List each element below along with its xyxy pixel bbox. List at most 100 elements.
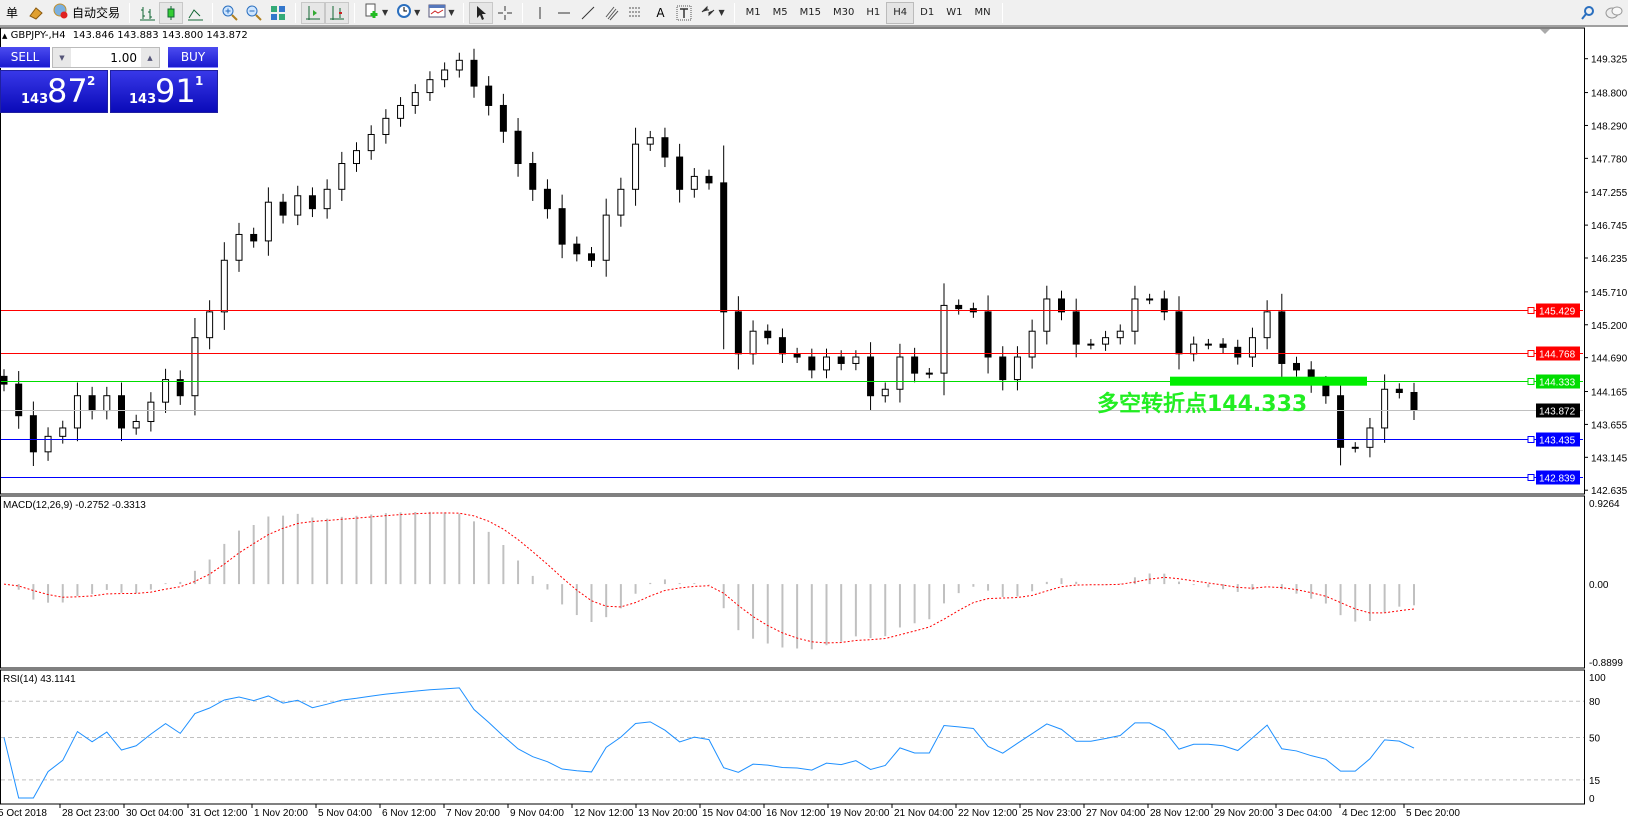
search-icon[interactable] [1576,2,1600,24]
time-tick-label: 19 Nov 20:00 [830,808,890,819]
period-d1[interactable]: D1 [920,7,935,18]
line-chart-icon[interactable] [183,2,207,24]
bull-candle [44,435,52,453]
zoom-out-icon[interactable] [242,2,266,24]
auto-scroll-icon[interactable] [301,1,326,24]
line-handle-icon[interactable] [1527,436,1535,443]
bull-candle [925,372,933,375]
candlestick-icon[interactable] [159,1,184,24]
bear-candle [529,163,537,190]
bear-candle [1293,362,1300,371]
fibo-retracement-icon[interactable] [624,2,648,24]
price-line-label: 144.333 [1539,378,1576,389]
bear-candle [793,353,801,358]
bull-candle [1248,337,1256,358]
tile-windows-icon[interactable] [266,2,290,24]
price-line-label: 145.429 [1539,307,1576,318]
gold-bars-icon[interactable] [24,2,48,24]
buy-button[interactable]: BUY [168,47,218,68]
period-h1[interactable]: H1 [866,7,881,18]
bear-candle [29,415,37,453]
lot-size-stepper[interactable]: ▼ 1.00 ▲ [52,47,160,68]
bull-candle [852,356,860,364]
period-m1[interactable]: M1 [745,7,761,18]
bull-candle [411,92,419,106]
bear-candle [720,182,728,313]
line-handle-icon[interactable] [1527,307,1535,314]
toolbar: 单 自动交易 ▼ ▼ ▼ A ▼ M1 M5 M15 M30 H1 H4 D1 W1 MN [0,0,1628,27]
bull-candle [646,137,654,145]
auto-trading-button[interactable]: 自动交易 [48,2,124,24]
time-tick-label: 25 Nov 23:00 [1022,808,1082,819]
auto-trading-icon [52,3,70,23]
period-m5[interactable]: M5 [772,7,788,18]
bear-candle [984,311,992,358]
bull-candle [1043,298,1051,332]
lot-size-input[interactable]: 1.00 [110,50,137,65]
horizontal-line-icon[interactable] [552,2,576,24]
price-tick-label: 147.780 [1591,154,1628,165]
period-w1[interactable]: W1 [946,7,963,18]
separator [1001,2,1003,23]
chart-shift-marker-icon[interactable] [1540,29,1550,34]
lot-increase-icon[interactable]: ▲ [141,48,159,67]
new-indicator-icon [364,3,380,23]
sell-button[interactable]: SELL [0,47,50,68]
bull-candle [823,356,830,371]
price-tick-label: 148.800 [1591,89,1628,100]
main-price-panel [0,27,1585,495]
period-m15[interactable]: M15 [799,7,821,18]
period-m30[interactable]: M30 [833,7,855,18]
time-tick-label: 1 Nov 20:00 [254,808,308,819]
bull-candle [1131,298,1139,332]
new-indicator-button[interactable]: ▼ [360,2,392,24]
price-tick-label: 144.690 [1591,354,1628,365]
zoom-in-icon[interactable] [218,2,242,24]
lot-decrease-icon[interactable]: ▼ [53,48,71,67]
buy-price-box[interactable]: 143 91 1 [110,70,218,113]
bull-candle [162,379,170,403]
cursor-icon[interactable] [469,1,494,24]
pivot-bar[interactable] [1170,376,1367,386]
period-h4[interactable]: H4 [886,1,915,24]
time-tick-label: 22 Nov 12:00 [958,808,1018,819]
macd-tick-label: 0.9264 [1589,499,1620,510]
pivot-annotation-text[interactable]: 多空转折点144.333 [1097,392,1308,417]
separator [212,2,214,23]
line-handle-icon[interactable] [1527,350,1535,357]
separator [463,2,465,23]
bull-candle [1116,330,1124,339]
new-order-button[interactable]: 单 [5,6,18,20]
chart-shift-icon[interactable] [325,1,350,24]
bull-candle [1351,446,1359,449]
bear-candle [911,356,919,374]
price-tick-label: 145.200 [1591,321,1628,332]
bear-candle [676,156,684,190]
macd-panel [0,495,1585,669]
text-label-icon[interactable] [672,2,696,24]
templates-button[interactable]: ▼ [424,2,458,24]
bull-candle [1381,388,1389,429]
periods-button[interactable]: ▼ [392,2,424,24]
line-handle-icon[interactable] [1527,474,1535,481]
vertical-line-icon[interactable] [528,2,552,24]
bear-candle [661,137,669,158]
line-handle-icon[interactable] [1527,378,1535,385]
collapse-triangle-icon[interactable]: ▲ [2,32,8,40]
bear-candle [308,195,316,210]
bar-chart-icon[interactable] [135,2,159,24]
trendline-icon[interactable] [576,2,600,24]
chat-icon[interactable] [1600,2,1628,24]
periods-clock-icon [396,3,412,23]
crosshair-icon[interactable] [493,2,517,24]
fibo-channel-icon[interactable] [600,2,624,24]
text-icon[interactable]: A [656,5,665,20]
period-mn[interactable]: MN [974,7,991,18]
chart-area[interactable]: 149.325 148.800 148.290 147.780 147.255 146.7… [0,27,1628,821]
bull-candle [382,117,390,135]
macd-label: MACD(12,26,9) -0.2752 -0.3313 [3,500,146,511]
bear-candle [778,337,786,355]
bull-candle [749,330,757,355]
sell-price-box[interactable]: 143 87 2 [0,70,108,113]
arrows-button[interactable]: ▼ [696,2,728,24]
